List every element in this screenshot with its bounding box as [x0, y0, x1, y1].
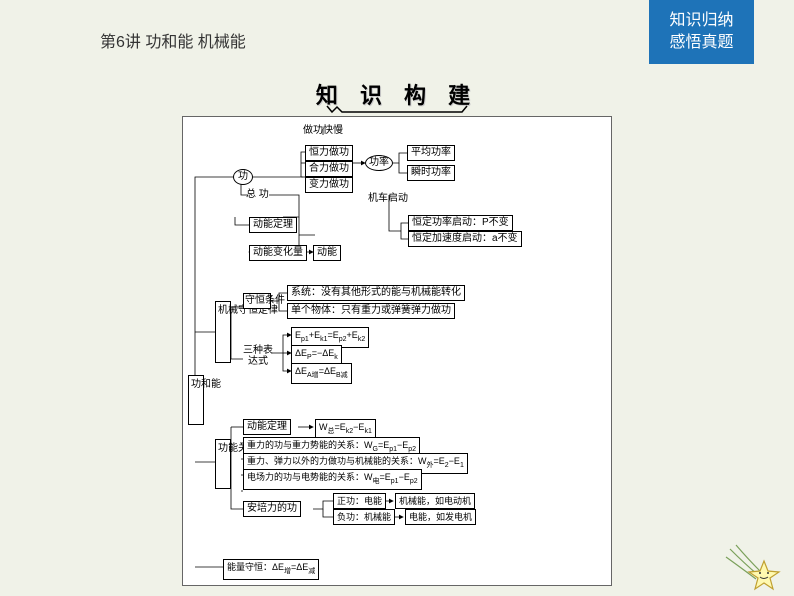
- node-ampere-pos2: 机械能，如电动机: [395, 493, 475, 509]
- side-banner: 知识归纳 感悟真题: [649, 0, 754, 64]
- node-ampere-neg: 负功：机械能: [333, 509, 395, 525]
- node-cond-sys: 系统：没有其他形式的能与机械能转化: [287, 285, 465, 301]
- node-energy-cons: 能量守恒：ΔE增=ΔE减: [223, 559, 319, 580]
- node-inst-power: 瞬时功率: [407, 165, 455, 181]
- node-rel-theorem: 动能定理: [243, 419, 291, 435]
- node-ke: 动能: [313, 245, 341, 261]
- node-expr3: ΔEA增=ΔEB减: [291, 363, 352, 384]
- node-net-force: 合力做功: [305, 161, 353, 177]
- node-cons-law: 机械守恒定律: [215, 301, 231, 363]
- node-const-a-start: 恒定加速度启动：a不变: [408, 231, 522, 247]
- star-icon: [724, 541, 784, 591]
- node-power: 功率: [365, 155, 393, 171]
- node-gong: 功: [233, 169, 253, 185]
- diagram-container: 做功快慢 功和能 功 总 功 恒力做功 合力做功 变力做功 功率 平均功率 瞬时…: [182, 116, 612, 586]
- node-rel-efield: 电场力的功与电势能的关系：W电=Ep1−Ep2: [243, 469, 422, 490]
- banner-line2: 感悟真题: [649, 32, 754, 54]
- root-node: 功和能: [188, 375, 204, 425]
- node-ampere: 安培力的功: [243, 501, 301, 517]
- label-work-speed: 做功快慢: [303, 125, 343, 137]
- node-delta-ke: 动能变化量: [249, 245, 307, 261]
- node-ke-theorem: 动能定理: [249, 217, 297, 233]
- node-const-p-start: 恒定功率启动：P不变: [408, 215, 513, 231]
- page-title: 第6讲 功和能 机械能: [100, 28, 246, 52]
- label-three-expr: 三种表达式: [241, 345, 275, 367]
- node-ampere-neg2: 电能，如发电机: [405, 509, 476, 525]
- node-avg-power: 平均功率: [407, 145, 455, 161]
- label-vehicle: 机车启动: [368, 193, 408, 205]
- title-underline: [322, 104, 472, 116]
- node-rel: 功能关系: [215, 439, 231, 489]
- node-cond-single: 单个物体：只有重力或弹簧弹力做功: [287, 303, 455, 319]
- node-var-force: 变力做功: [305, 177, 353, 193]
- node-cond: 守恒条件: [243, 293, 271, 309]
- label-zonggong: 总 功: [246, 189, 269, 201]
- banner-line1: 知识归纳: [649, 10, 754, 32]
- node-ampere-pos: 正功：电能: [333, 493, 386, 509]
- node-const-force: 恒力做功: [305, 145, 353, 161]
